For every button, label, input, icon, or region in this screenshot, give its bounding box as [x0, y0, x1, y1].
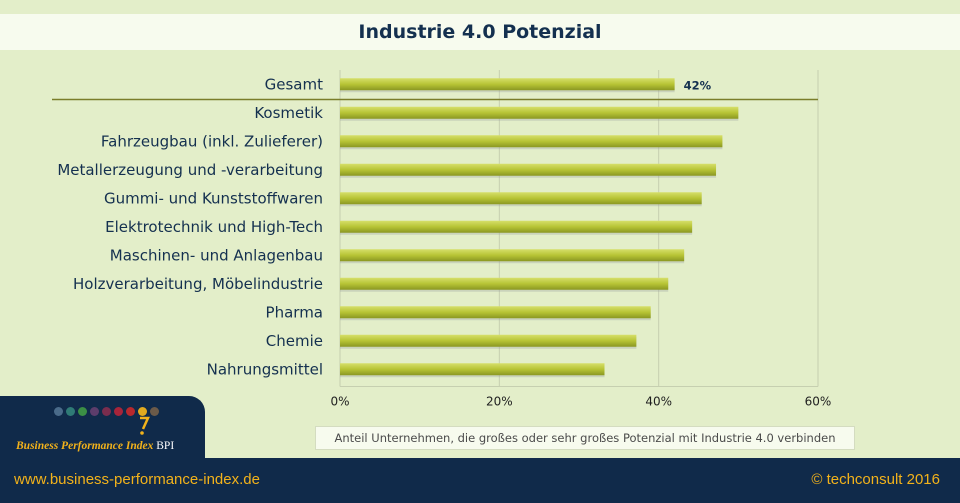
footer-url[interactable]: www.business-performance-index.de: [14, 471, 260, 488]
x-tick-label: 60%: [805, 395, 832, 409]
category-label: Pharma: [266, 303, 323, 321]
logo-dot: [54, 407, 63, 416]
bar-chart: 0% 20% 40% 60% Gesamt 42% Kosmetik Fahrzeugbau …: [52, 70, 832, 409]
logo-dot: [126, 407, 135, 416]
bar: [340, 220, 693, 233]
x-tick-label: 0%: [330, 395, 349, 409]
bar: [340, 78, 675, 91]
category-label: Gesamt: [265, 75, 323, 93]
category-label: Gummi- und Kunststoffwaren: [104, 189, 323, 207]
category-label: Fahrzeugbau (inkl. Zulieferer): [101, 132, 323, 150]
x-tick-label: 20%: [486, 395, 513, 409]
logo-dot: [150, 407, 159, 416]
bar: [340, 363, 605, 376]
category-label: Elektrotechnik und High-Tech: [105, 218, 323, 236]
category-label: Maschinen- und Anlagenbau: [110, 246, 323, 264]
chart-footnote: Anteil Unternehmen, die großes oder sehr…: [315, 426, 855, 450]
bar: [340, 163, 717, 176]
logo-dot: [138, 407, 147, 416]
category-label: Nahrungsmittel: [207, 360, 323, 378]
logo-panel: Business Performance Index BPI: [0, 396, 205, 458]
title-bar: Industrie 4.0 Potenzial: [0, 14, 960, 50]
category-label: Holzverarbeitung, Möbelindustrie: [73, 275, 323, 293]
bar: [340, 277, 669, 290]
logo-dot: [114, 407, 123, 416]
logo-text-main: Business Performance Index: [16, 440, 154, 452]
logo-dots: [54, 407, 159, 416]
category-label: Chemie: [266, 332, 323, 350]
data-label: 42%: [684, 78, 712, 92]
logo-mark-icon: [140, 416, 150, 435]
logo-text: Business Performance Index BPI: [16, 440, 174, 452]
logo-dot: [90, 407, 99, 416]
bar: [340, 249, 685, 262]
logo-dot: [102, 407, 111, 416]
logo-dot: [78, 407, 87, 416]
category-label: Kosmetik: [254, 104, 323, 122]
x-tick-label: 40%: [645, 395, 672, 409]
footer: www.business-performance-index.de © tech…: [0, 458, 960, 503]
bar: [340, 334, 637, 347]
footer-copyright: © techconsult 2016: [811, 471, 940, 488]
bar: [340, 106, 739, 119]
bar: [340, 192, 702, 205]
category-label: Metallerzeugung und -verarbeitung: [57, 161, 323, 179]
bar: [340, 135, 723, 148]
logo-text-suffix: BPI: [156, 440, 175, 452]
chart-title: Industrie 4.0 Potenzial: [358, 21, 602, 43]
bar: [340, 306, 651, 319]
logo-dot: [66, 407, 75, 416]
